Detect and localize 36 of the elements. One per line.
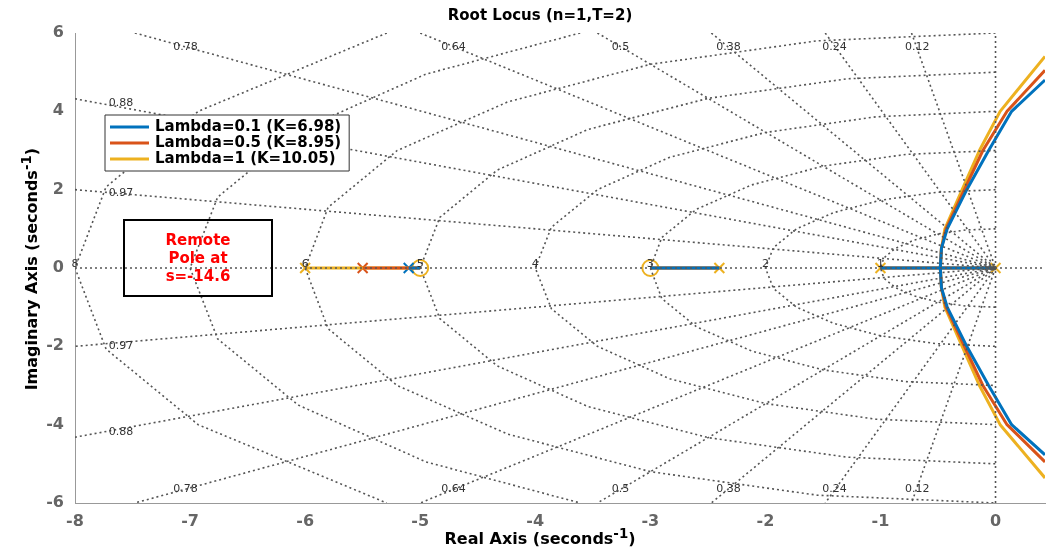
annotation: 2 xyxy=(761,256,769,270)
legend-label: Lambda=0.1 (K=6.98) xyxy=(155,116,342,135)
annotation: 1 xyxy=(876,256,884,270)
y-tick-label: 4 xyxy=(52,100,64,120)
y-tick-label: -4 xyxy=(46,413,64,433)
annotation: 0.12 xyxy=(905,39,930,53)
x-tick-label: -1 xyxy=(871,510,890,530)
annotation: 0.24 xyxy=(822,39,847,53)
y-tick-label: -2 xyxy=(46,335,64,355)
annotation: 0.88 xyxy=(108,96,134,110)
annotation: 0.64 xyxy=(441,39,466,53)
y-tick-label: -6 xyxy=(46,492,64,512)
y-tick-label: 2 xyxy=(52,178,64,198)
y-tick-label: 0 xyxy=(52,257,64,277)
annotation: 4 xyxy=(531,256,539,270)
x-tick-label: -8 xyxy=(66,510,84,530)
x-tick-label: -2 xyxy=(756,510,775,530)
x-tick-label: -5 xyxy=(411,510,430,530)
annotation: 0.97 xyxy=(108,186,134,200)
y-tick-label: 6 xyxy=(52,22,64,42)
annotation: 8 xyxy=(71,256,79,270)
annotation: 0.97 xyxy=(108,339,134,353)
chart-title: Root Locus (n=1,T=2) xyxy=(446,6,634,24)
annotation: 3 xyxy=(646,256,654,270)
annotation: 0.24 xyxy=(822,482,847,496)
annotation: 0.38 xyxy=(716,39,741,53)
annotation: 0.12 xyxy=(905,482,930,496)
annotation: 0.38 xyxy=(716,482,741,496)
x-tick-label: -6 xyxy=(296,510,315,530)
annotation: 0.5 xyxy=(611,482,630,496)
x-tick-label: -7 xyxy=(181,510,199,530)
annotation: 0.88 xyxy=(108,425,134,439)
x-tick-label: -3 xyxy=(641,510,660,530)
annotation: 0.5 xyxy=(611,39,630,53)
annotation: Remote Pole at s=-14.6 xyxy=(123,219,273,297)
x-tick-label: 0 xyxy=(989,510,1002,530)
